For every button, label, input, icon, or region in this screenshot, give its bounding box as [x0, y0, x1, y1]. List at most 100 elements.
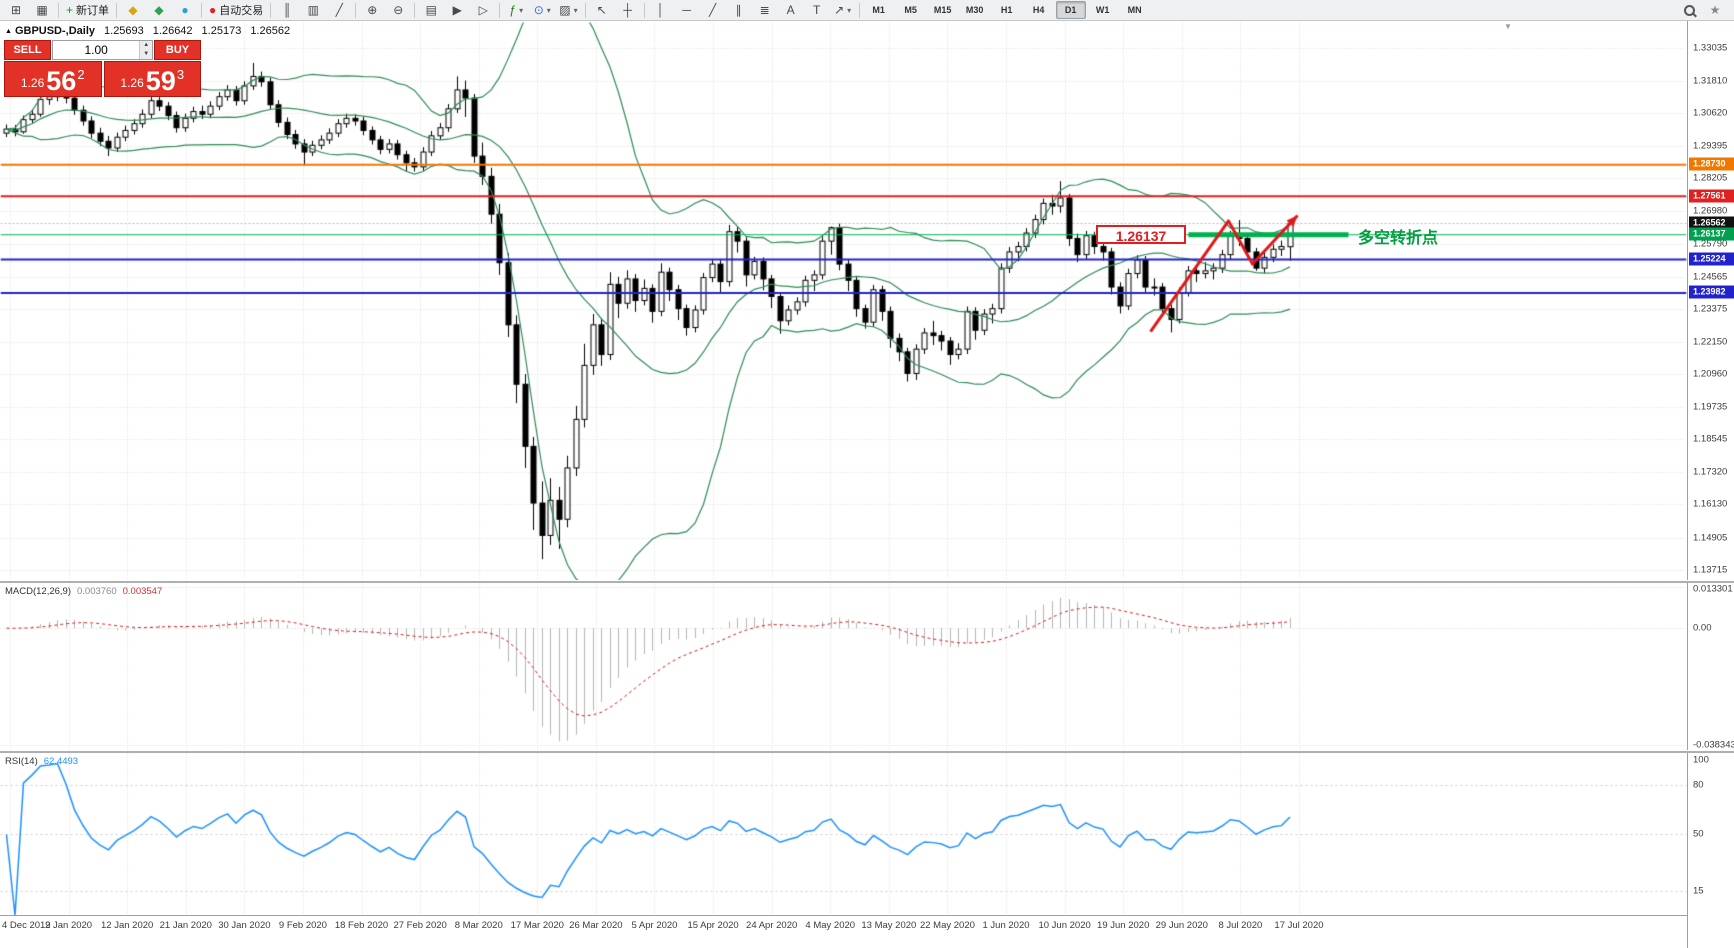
- price-tick-label: 0.013301: [1693, 583, 1733, 595]
- auto-trading-button[interactable]: ● 自动交易: [205, 0, 267, 20]
- arrows-icon-glyph: ↗: [834, 3, 845, 17]
- rsi-name: RSI(14): [5, 756, 38, 767]
- ohlc-low: 1.25173: [201, 25, 242, 37]
- timeframe-m1-button[interactable]: M1: [872, 5, 885, 15]
- vline-icon[interactable]: │: [648, 0, 674, 20]
- ohlc-high: 1.26642: [152, 25, 193, 37]
- date-label: 21 Jan 2020: [159, 920, 212, 931]
- price-tick-label: 1.17320: [1693, 466, 1728, 478]
- date-label: 1 Jun 2020: [982, 920, 1030, 931]
- search-icon[interactable]: [1676, 0, 1702, 20]
- tile-windows-icon[interactable]: ▤: [418, 0, 444, 20]
- timeframe-m5-button[interactable]: M5: [904, 5, 917, 15]
- auto-scroll-icon[interactable]: ▶: [444, 0, 470, 20]
- arrows-icon[interactable]: ↗ ▾: [830, 0, 856, 20]
- chart-shift-icon[interactable]: ▷: [470, 0, 496, 20]
- buy-price-button[interactable]: 1.26 59 3: [103, 61, 201, 97]
- date-label: 4 May 2020: [805, 920, 856, 931]
- cursor-icon[interactable]: ↖: [589, 0, 615, 20]
- favorites-icon[interactable]: ★: [1702, 0, 1728, 20]
- search-icon-glyph: [1683, 4, 1695, 16]
- price-tag: 1.23982: [1689, 285, 1734, 299]
- label-icon[interactable]: T: [804, 0, 830, 20]
- price-tag: 1.28730: [1689, 157, 1734, 171]
- timeframe-w1-button[interactable]: W1: [1095, 5, 1110, 15]
- date-label: 22 May 2020: [919, 920, 975, 931]
- date-label: 4 Dec 2019: [2, 920, 51, 931]
- zoom-in-icon-glyph: ⊕: [367, 3, 378, 17]
- hline-icon-glyph: ─: [682, 3, 691, 17]
- buy-price-pipette: 3: [176, 67, 185, 82]
- sell-price-pipette: 2: [77, 67, 85, 82]
- hline-icon[interactable]: ─: [674, 0, 700, 20]
- templates-icon-glyph: ▨: [559, 3, 571, 17]
- sell-price-button[interactable]: 1.26 56 2: [4, 61, 102, 97]
- indicators-icon[interactable]: ƒ ▾: [503, 0, 529, 20]
- new-chart-icon-glyph: ⊞: [10, 3, 22, 17]
- timeframe-d1-button[interactable]: D1: [1055, 1, 1086, 19]
- time-axis[interactable]: 4 Dec 2019 2 Jan 2020 12 Jan 2020 21 Jan 20…: [0, 915, 1687, 948]
- macd-signal-value: 0.003547: [122, 586, 163, 597]
- fibonacci-icon[interactable]: ≣: [752, 0, 778, 20]
- auto-trading-button-glyph: ●: [209, 3, 217, 17]
- one-click-collapse-icon[interactable]: ▲: [5, 27, 12, 35]
- price-axis[interactable]: 1.33035 1.31810 1.30620 1.29395 1.28205 1.269…: [1687, 21, 1734, 948]
- arrows-icon-caret: ▾: [847, 5, 852, 15]
- price-tick-label: 1.26980: [1693, 205, 1728, 217]
- indicators-icon-glyph: ƒ: [509, 3, 517, 17]
- timeframe-m15-button[interactable]: M15: [933, 5, 952, 15]
- price-tick-label: 1.30620: [1693, 107, 1728, 119]
- timeframe-mn-button[interactable]: MN: [1127, 5, 1142, 15]
- trendline-icon[interactable]: ╱: [700, 0, 726, 20]
- price-tag: 1.27561: [1689, 189, 1734, 203]
- zoom-in-icon[interactable]: ⊕: [359, 0, 385, 20]
- profiles-icon[interactable]: ▦: [29, 0, 55, 20]
- timeframe-m30-button[interactable]: M30: [965, 5, 984, 15]
- price-tick-label: 1.23375: [1693, 303, 1728, 315]
- rsi-value: 62.4493: [43, 756, 79, 767]
- volume-input[interactable]: [53, 41, 140, 59]
- date-label: 5 Apr 2020: [631, 920, 678, 931]
- bars-chart-icon[interactable]: ║: [274, 0, 300, 20]
- chart-shift-icon-glyph: ▷: [478, 3, 488, 17]
- new-order-button-glyph: +: [66, 3, 74, 17]
- crosshair-icon-glyph: ┼: [623, 3, 632, 17]
- line-chart-icon[interactable]: ╱: [326, 0, 352, 20]
- new-order-button[interactable]: + 新订单: [62, 0, 113, 20]
- objects-icon[interactable]: ⊙ ▾: [529, 0, 555, 20]
- price-callout[interactable]: 1.26137: [1096, 225, 1186, 244]
- zoom-out-icon[interactable]: ⊖: [385, 0, 411, 20]
- volume-down-button[interactable]: ▼: [140, 50, 152, 59]
- sell-price-pips: 56: [46, 66, 77, 96]
- navigator-icon[interactable]: ●: [172, 0, 198, 20]
- date-label: 12 Jan 2020: [101, 920, 154, 931]
- data-window-icon[interactable]: ◆: [146, 0, 172, 20]
- indicators-icon-caret: ▾: [519, 5, 524, 15]
- date-label: 27 Feb 2020: [393, 920, 447, 931]
- candles-chart-icon[interactable]: ▥: [300, 0, 326, 20]
- templates-icon[interactable]: ▨ ▾: [555, 0, 581, 20]
- text-icon-glyph: A: [786, 3, 795, 17]
- toolbar-separator: [355, 2, 357, 18]
- line-chart-icon-glyph: ╱: [335, 3, 343, 17]
- market-watch-icon[interactable]: ◆: [120, 0, 146, 20]
- buy-price-pips: 59: [145, 66, 176, 96]
- date-label: 15 Apr 2020: [687, 920, 739, 931]
- text-icon[interactable]: A: [778, 0, 804, 20]
- panel-splitter-macd[interactable]: [0, 580, 1734, 583]
- panel-splitter-rsi[interactable]: [0, 750, 1734, 753]
- turning-point-label[interactable]: 多空转折点: [1358, 230, 1439, 247]
- chart-shift-marker[interactable]: ▼: [1504, 22, 1512, 31]
- price-tick-label: 1.20960: [1693, 368, 1728, 380]
- timeframe-h1-button[interactable]: H1: [1000, 5, 1013, 15]
- timeframe-h4-button[interactable]: H4: [1032, 5, 1045, 15]
- chart-title: GBPUSD-,Daily: [14, 25, 96, 37]
- toolbar-separator: [58, 2, 59, 18]
- crosshair-icon[interactable]: ┼: [615, 0, 641, 20]
- price-tick-label: 1.18545: [1693, 433, 1728, 445]
- new-chart-icon[interactable]: ⊞: [3, 0, 29, 20]
- channel-icon[interactable]: ∥: [726, 0, 752, 20]
- templates-icon-caret: ▾: [573, 5, 578, 15]
- volume-up-button[interactable]: ▲: [140, 41, 152, 50]
